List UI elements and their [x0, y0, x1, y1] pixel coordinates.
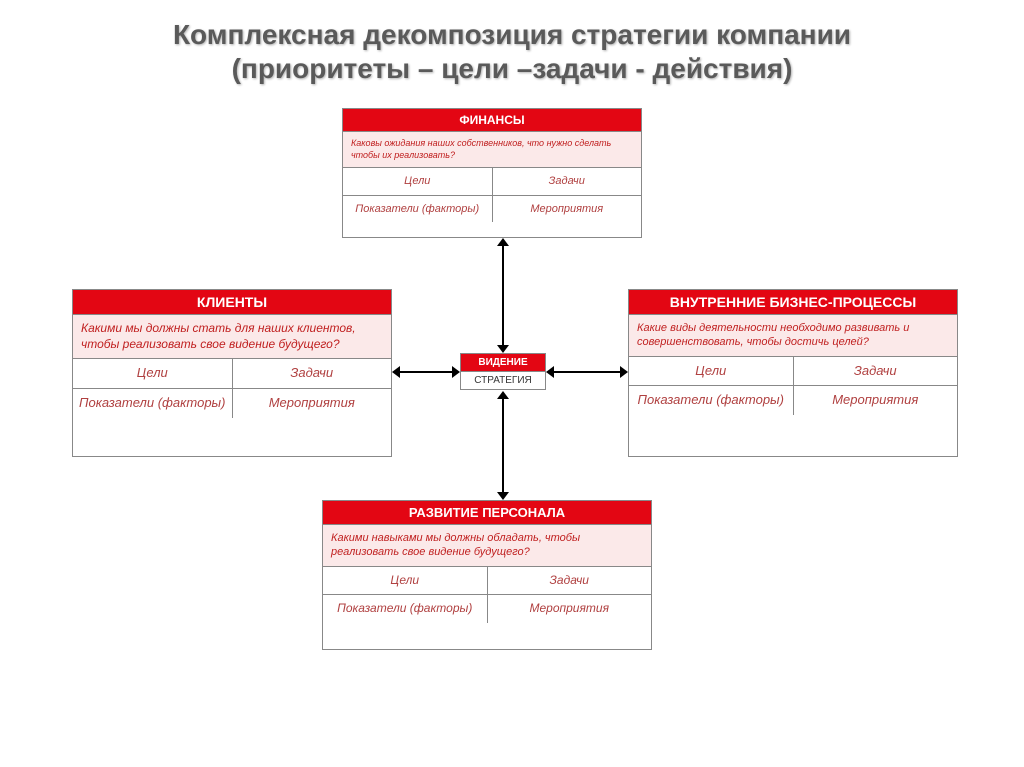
- arrow-head-icon: [392, 366, 400, 378]
- page-title: Комплексная декомпозиция стратегии компа…: [0, 0, 1024, 95]
- arrow-head-icon: [497, 345, 509, 353]
- box-processes-question: Какие виды деятельности необходимо разви…: [629, 315, 957, 357]
- box-finance-indicators: Показатели (факторы): [343, 196, 493, 222]
- arrow-line: [502, 246, 504, 345]
- arrow-head-icon: [497, 391, 509, 399]
- box-clients: КЛИЕНТЫ Какими мы должны стать для наших…: [72, 289, 392, 457]
- box-clients-indicators: Показатели (факторы): [73, 389, 233, 418]
- box-processes-goals: Цели: [629, 357, 794, 386]
- box-clients-header: КЛИЕНТЫ: [73, 290, 391, 315]
- center-body: СТРАТЕГИЯ: [461, 372, 545, 389]
- box-personnel-indicators: Показатели (факторы): [323, 595, 488, 623]
- arrow-head-icon: [452, 366, 460, 378]
- arrow-head-icon: [620, 366, 628, 378]
- box-processes: ВНУТРЕННИЕ БИЗНЕС-ПРОЦЕССЫ Какие виды де…: [628, 289, 958, 457]
- box-center-vision: ВИДЕНИЕ СТРАТЕГИЯ: [460, 353, 546, 390]
- arrow-line: [502, 399, 504, 492]
- box-personnel: РАЗВИТИЕ ПЕРСОНАЛА Какими навыками мы до…: [322, 500, 652, 650]
- box-processes-tasks: Задачи: [794, 357, 958, 386]
- arrow-line: [400, 371, 452, 373]
- box-personnel-header: РАЗВИТИЕ ПЕРСОНАЛА: [323, 501, 651, 525]
- box-processes-activities: Мероприятия: [794, 386, 958, 415]
- box-clients-tasks: Задачи: [233, 359, 392, 388]
- box-personnel-activities: Мероприятия: [488, 595, 652, 623]
- box-finance-question: Каковы ожидания наших собственников, что…: [343, 132, 641, 168]
- box-personnel-goals: Цели: [323, 567, 488, 595]
- box-finance: ФИНАНСЫ Каковы ожидания наших собственни…: [342, 108, 642, 238]
- diagram-canvas: ФИНАНСЫ Каковы ожидания наших собственни…: [0, 100, 1024, 750]
- box-finance-tasks: Задачи: [493, 168, 642, 194]
- box-finance-activities: Мероприятия: [493, 196, 642, 222]
- box-processes-indicators: Показатели (факторы): [629, 386, 794, 415]
- center-header: ВИДЕНИЕ: [461, 354, 545, 372]
- box-finance-goals: Цели: [343, 168, 493, 194]
- box-clients-activities: Мероприятия: [233, 389, 392, 418]
- arrow-line: [554, 371, 620, 373]
- box-personnel-question: Какими навыками мы должны обладать, чтоб…: [323, 525, 651, 567]
- box-processes-header: ВНУТРЕННИЕ БИЗНЕС-ПРОЦЕССЫ: [629, 290, 957, 315]
- box-clients-question: Какими мы должны стать для наших клиенто…: [73, 315, 391, 359]
- title-line-1: Комплексная декомпозиция стратегии компа…: [40, 18, 984, 52]
- box-clients-goals: Цели: [73, 359, 233, 388]
- arrow-head-icon: [497, 492, 509, 500]
- arrow-head-icon: [497, 238, 509, 246]
- title-line-2: (приоритеты – цели –задачи - действия): [40, 52, 984, 86]
- arrow-head-icon: [546, 366, 554, 378]
- box-personnel-tasks: Задачи: [488, 567, 652, 595]
- box-finance-header: ФИНАНСЫ: [343, 109, 641, 132]
